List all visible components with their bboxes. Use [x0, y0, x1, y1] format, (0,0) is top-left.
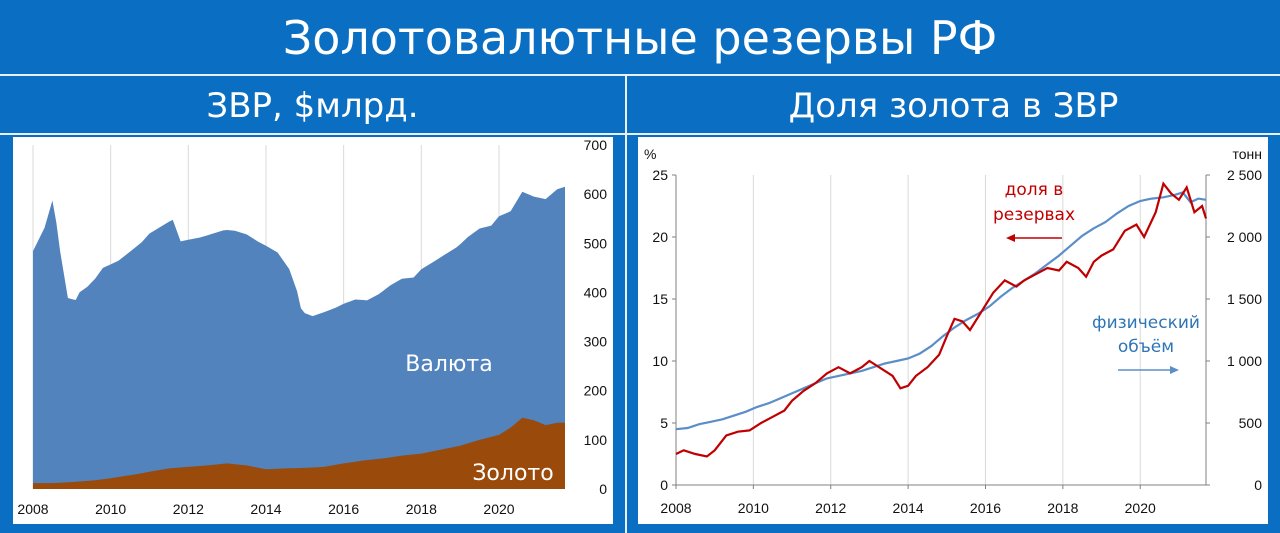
x-tick-label: 2014	[250, 501, 281, 517]
y-tick-label: 0	[599, 481, 607, 497]
right-y-tick-label: 2 500	[1227, 167, 1262, 183]
left-y-tick-label: 25	[652, 167, 668, 183]
x-tick-label: 2010	[738, 500, 769, 516]
left-y-tick-label: 5	[660, 415, 668, 431]
left-y-tick-label: 0	[660, 477, 668, 493]
y-tick-label: 200	[584, 383, 608, 399]
panel-divider	[625, 76, 627, 533]
share-series-label: доля в	[1005, 180, 1064, 200]
right-y-tick-label: 500	[1239, 415, 1263, 431]
x-tick-label: 2020	[483, 501, 514, 517]
gold-volume-line	[675, 191, 1207, 431]
gold-share-line-chart: 0 5 10 15 20 25 0 500 1 000 1 500 2 000 2 500 2008 20…	[644, 146, 1263, 516]
right-y-tick-label: 1 500	[1227, 291, 1262, 307]
y-tick-label: 700	[584, 137, 608, 153]
gold-share-line	[675, 181, 1208, 458]
gold-share-chart-panel: 0 5 10 15 20 25 0 500 1 000 1 500 2 000 2 500 2008 20…	[638, 137, 1268, 524]
x-tick-label: 2014	[893, 500, 924, 516]
share-series-label: резервах	[993, 205, 1075, 225]
subtitle-divider	[0, 133, 1280, 135]
gold-area-label: Золото	[472, 461, 553, 486]
currency-area	[33, 186, 565, 490]
left-y-tick-label: 20	[652, 229, 668, 245]
right-y-tick-label: 0	[1254, 477, 1262, 493]
right-y-tick-label: 1 000	[1227, 353, 1262, 369]
left-y-tick-label: 10	[652, 353, 668, 369]
x-tick-label: 2012	[815, 500, 846, 516]
x-tick-label: 2012	[173, 501, 204, 517]
x-tick-label: 2016	[328, 501, 359, 517]
gold-area	[33, 417, 565, 489]
title-divider	[0, 74, 1280, 76]
x-tick-label: 2016	[970, 500, 1001, 516]
main-title: Золотовалютные резервы РФ	[282, 11, 998, 65]
currency-area-label: Валюта	[405, 352, 492, 377]
right-panel-title: Доля золота в ЗВР	[788, 86, 1119, 126]
y-tick-label: 500	[584, 235, 608, 251]
left-y-axis-unit: %	[644, 146, 656, 162]
x-tick-label: 2018	[406, 501, 437, 517]
y-tick-label: 100	[584, 432, 608, 448]
y-tick-label: 400	[584, 284, 608, 300]
right-y-tick-label: 2 000	[1227, 229, 1262, 245]
volume-series-label: физический	[1092, 313, 1200, 333]
volume-arrow-head	[1170, 366, 1179, 374]
x-tick-label: 2020	[1125, 500, 1156, 516]
x-tick-label: 2010	[95, 501, 126, 517]
left-y-tick-label: 15	[652, 291, 668, 307]
reserves-area-chart: 2008 2010 2012 2014 2016 2018 2020 0 100 200 300 40…	[17, 137, 608, 517]
y-tick-label: 300	[584, 334, 608, 350]
volume-series-label: объём	[1118, 337, 1174, 357]
y-tick-label: 600	[584, 186, 608, 202]
left-panel-title: ЗВР, $млрд.	[206, 86, 419, 126]
share-arrow-head	[1006, 234, 1015, 242]
reserves-chart-panel: 2008 2010 2012 2014 2016 2018 2020 0 100 200 300 40…	[13, 137, 613, 524]
x-tick-label: 2008	[660, 500, 691, 516]
right-y-axis-unit: тонн	[1232, 146, 1262, 162]
x-tick-label: 2018	[1047, 500, 1078, 516]
x-tick-label: 2008	[17, 501, 48, 517]
